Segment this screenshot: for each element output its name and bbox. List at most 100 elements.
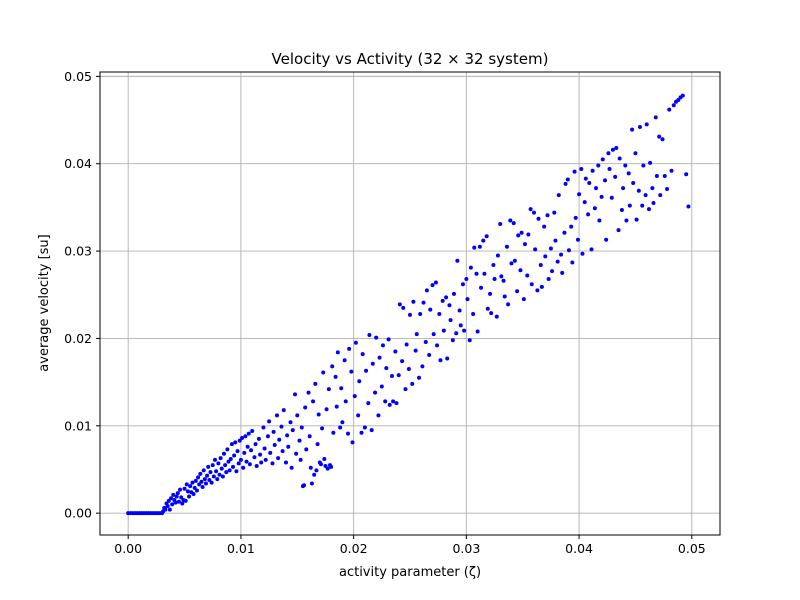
- data-point: [373, 390, 378, 395]
- data-point: [641, 163, 646, 168]
- data-point: [196, 475, 201, 480]
- data-point: [455, 258, 460, 263]
- data-point: [203, 481, 208, 486]
- data-point: [205, 473, 210, 478]
- data-point: [411, 299, 416, 304]
- data-point: [518, 268, 523, 273]
- data-point: [180, 501, 185, 506]
- data-point: [212, 457, 217, 462]
- data-point: [401, 305, 406, 310]
- data-point: [224, 470, 229, 475]
- data-point: [249, 448, 254, 453]
- data-point: [201, 468, 206, 473]
- data-point: [630, 127, 635, 132]
- data-point: [340, 420, 345, 425]
- data-point: [444, 295, 449, 300]
- data-point: [219, 466, 224, 471]
- data-point: [252, 455, 257, 460]
- data-point: [208, 470, 213, 475]
- data-point: [546, 277, 551, 282]
- data-point: [247, 462, 252, 467]
- data-point: [323, 463, 328, 468]
- data-point: [479, 285, 484, 290]
- data-point: [393, 349, 398, 354]
- data-point: [316, 412, 321, 417]
- data-point: [616, 228, 621, 233]
- data-point: [324, 407, 329, 412]
- data-point: [515, 289, 520, 294]
- data-point: [410, 381, 415, 386]
- data-point: [484, 234, 489, 239]
- data-point: [312, 472, 317, 477]
- data-point: [501, 278, 506, 283]
- data-point: [559, 252, 564, 257]
- data-point: [408, 312, 412, 317]
- data-point: [594, 186, 598, 191]
- data-point: [586, 212, 591, 217]
- data-point: [519, 230, 524, 235]
- data-point: [428, 307, 433, 312]
- data-point: [516, 233, 521, 238]
- data-point: [387, 402, 392, 407]
- data-point: [590, 168, 595, 173]
- data-point: [604, 237, 609, 242]
- data-point: [308, 465, 313, 470]
- data-point: [182, 486, 187, 491]
- data-point: [267, 419, 272, 424]
- data-point: [437, 311, 442, 316]
- data-point: [640, 203, 645, 208]
- data-point: [279, 424, 284, 429]
- data-point: [277, 437, 282, 442]
- data-point: [192, 485, 197, 490]
- data-point: [306, 390, 311, 395]
- data-point: [525, 273, 530, 278]
- data-point: [573, 215, 578, 220]
- data-point: [268, 450, 273, 455]
- data-point: [533, 247, 538, 252]
- data-point: [626, 171, 631, 176]
- data-point: [240, 436, 245, 441]
- data-point: [216, 461, 221, 466]
- data-point: [548, 246, 553, 251]
- data-point: [352, 394, 357, 399]
- data-point: [597, 218, 602, 223]
- data-point: [300, 484, 305, 489]
- data-point: [669, 168, 674, 173]
- data-point: [474, 271, 479, 276]
- y-tick-label: 0.05: [64, 69, 92, 84]
- data-point: [485, 306, 490, 311]
- data-point: [617, 156, 622, 161]
- data-point: [198, 471, 203, 476]
- data-point: [643, 193, 648, 198]
- chart-title: Velocity vs Activity (32 × 32 system): [272, 50, 549, 68]
- data-point: [261, 425, 266, 430]
- data-point: [508, 218, 513, 223]
- data-point: [592, 206, 597, 211]
- data-point: [575, 237, 580, 242]
- data-point: [259, 460, 264, 465]
- data-point: [380, 343, 385, 348]
- data-point: [579, 166, 584, 171]
- data-point: [637, 125, 642, 130]
- data-point: [431, 332, 436, 337]
- data-point: [165, 504, 170, 509]
- data-point: [256, 436, 261, 441]
- data-point: [563, 181, 568, 186]
- data-point: [171, 492, 176, 497]
- data-point: [458, 323, 463, 328]
- data-point: [304, 447, 309, 452]
- data-point: [235, 449, 240, 454]
- data-point: [565, 177, 570, 182]
- data-point: [610, 147, 615, 152]
- data-point: [347, 346, 352, 351]
- data-point: [222, 451, 226, 456]
- data-point: [556, 193, 561, 198]
- data-point: [417, 375, 422, 380]
- data-point: [502, 294, 507, 299]
- data-point: [286, 444, 291, 449]
- x-axis-ticks: 0.00 0.01 0.02 0.03 0.04 0.05: [114, 535, 706, 556]
- data-point: [680, 93, 685, 98]
- data-point: [665, 187, 670, 192]
- data-point: [495, 253, 500, 258]
- data-point: [404, 342, 409, 347]
